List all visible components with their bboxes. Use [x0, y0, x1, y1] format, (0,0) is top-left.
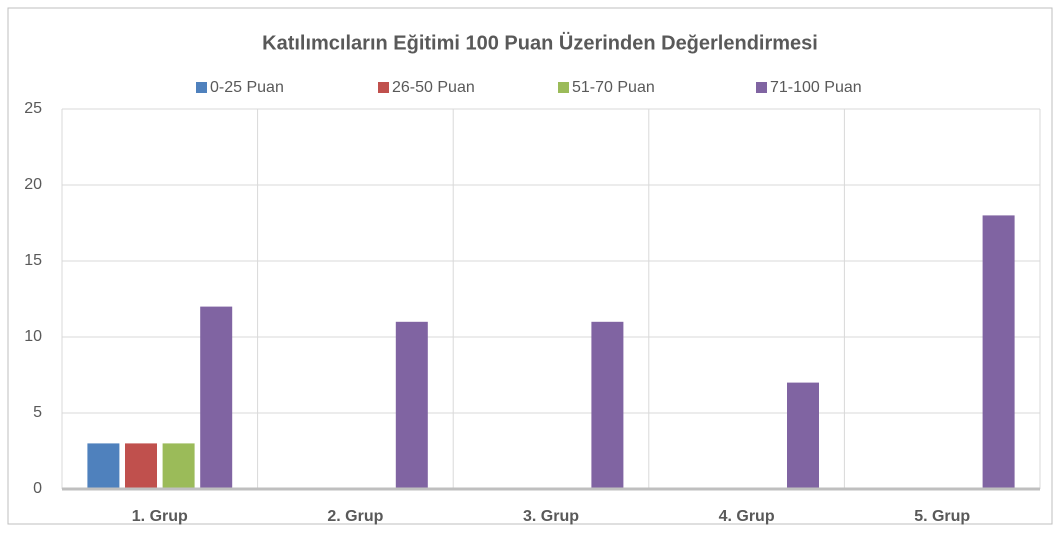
bar: [395, 321, 428, 489]
x-tick-label: 3. Grup: [523, 508, 579, 525]
y-tick-label: 25: [24, 100, 42, 117]
bar: [200, 306, 233, 489]
legend-swatch: [378, 82, 389, 93]
legend-label: 71-100 Puan: [770, 79, 862, 96]
bar: [982, 215, 1015, 489]
legend-label: 26-50 Puan: [392, 79, 475, 96]
bar: [87, 443, 120, 489]
x-tick-label: 1. Grup: [132, 508, 188, 525]
y-tick-label: 10: [24, 328, 42, 345]
y-tick-label: 20: [24, 176, 42, 193]
legend-swatch: [756, 82, 767, 93]
legend-swatch: [558, 82, 569, 93]
x-tick-label: 2. Grup: [327, 508, 383, 525]
legend-label: 51-70 Puan: [572, 79, 655, 96]
bar: [125, 443, 157, 489]
legend-swatch: [196, 82, 207, 93]
bar: [162, 443, 195, 489]
chart-border: [7, 7, 1053, 525]
chart-title: Katılımcıların Eğitimi 100 Puan Üzerinde…: [262, 31, 818, 54]
y-tick-label: 5: [33, 404, 42, 421]
bar: [787, 382, 819, 489]
x-tick-label: 4. Grup: [719, 508, 775, 525]
legend-label: 0-25 Puan: [210, 79, 284, 96]
bar: [591, 321, 624, 489]
x-tick-label: 5. Grup: [914, 508, 970, 525]
y-tick-label: 15: [24, 252, 42, 269]
y-tick-label: 0: [33, 480, 42, 497]
